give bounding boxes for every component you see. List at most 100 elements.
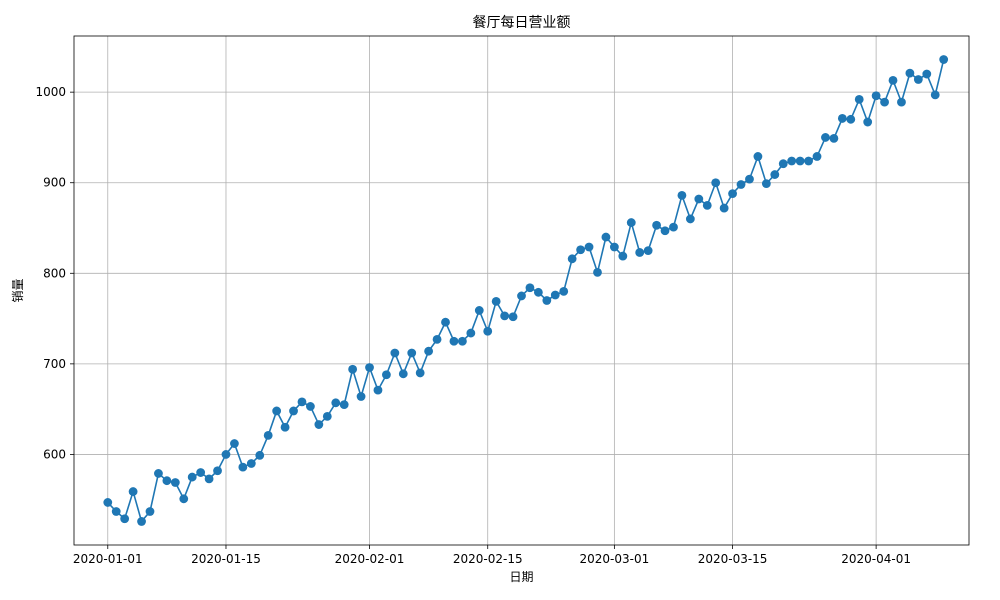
data-point [863,117,873,127]
data-point [804,156,813,166]
data-point [542,296,552,305]
data-point [609,242,619,252]
data-point [795,156,805,166]
data-point [145,507,155,516]
data-point [930,90,940,100]
data-point [474,306,484,315]
data-point [356,392,366,401]
y-tick-label: 1000 [35,85,66,99]
axis-ticks: 2020-01-01 2020-01-15 2020-02-01 2020-02-15… [35,85,911,566]
data-point [466,328,476,338]
data-point [204,474,214,484]
data-point [398,369,408,379]
data-point [778,159,788,169]
data-point [829,133,839,143]
data-point [652,220,661,230]
x-tick-label: 2020-03-15 [698,552,768,566]
x-axis-label: 日期 [509,570,533,584]
data-point [939,55,949,64]
x-tick-label: 2020-04-01 [841,552,911,566]
data-point [238,462,248,472]
data-point [905,68,915,78]
data-point [626,218,636,227]
data-point [871,91,881,101]
data-point [770,170,780,179]
data-point [846,114,856,124]
data-point [390,348,400,358]
data-point [821,133,830,142]
data-point [179,494,189,504]
data-point [812,152,822,161]
data-point [322,411,332,421]
data-point [913,75,923,84]
data-point [745,174,754,184]
data-point [457,336,467,346]
data-point [280,422,290,432]
data-point [576,245,586,255]
x-tick-label: 2020-01-01 [73,552,143,566]
y-tick-label: 900 [43,176,66,190]
data-point [103,498,113,507]
data-point [306,402,315,411]
data-point [685,214,695,224]
data-point [888,75,898,85]
data-point [669,222,678,232]
data-point [128,487,138,496]
data-point [584,242,594,252]
data-point [897,97,906,107]
data-point [339,400,349,410]
data-point [424,346,434,356]
data-point [272,406,282,416]
data-point [567,254,577,264]
data-point [618,251,628,261]
y-tick-label: 600 [43,447,66,461]
data-point [449,336,459,346]
data-point [787,156,797,166]
y-axis-label: 销量 [11,278,25,302]
data-point [137,517,146,526]
data-point [500,311,510,321]
data-point [880,97,889,107]
data-point [263,431,273,440]
data-point [365,363,374,372]
data-point [255,450,265,460]
data-point [660,226,670,236]
data-point [719,203,729,213]
data-point [289,406,298,416]
data-point [120,514,130,524]
data-point [483,326,493,336]
data-point [728,189,737,198]
data-point [702,200,712,210]
data-point [213,466,222,476]
data-point [761,179,771,189]
data-point [601,232,611,242]
x-tick-label: 2020-03-01 [580,552,650,566]
data-point [517,291,526,301]
data-point [533,287,543,297]
grid-lines [74,36,969,545]
data-point [593,267,602,277]
data-point [221,450,231,459]
data-point [154,469,163,478]
data-point [187,472,197,482]
data-point [230,439,239,448]
data-point [922,69,932,79]
data-point [837,114,847,123]
x-tick-label: 2020-01-15 [191,552,261,566]
data-point [162,476,172,486]
data-point [736,180,746,189]
data-point [677,191,687,200]
data-point [196,468,206,477]
series-line [107,59,945,524]
data-point [331,398,341,408]
data-point [348,364,358,374]
y-tick-label: 800 [43,266,66,280]
data-point [559,287,569,296]
data-point [415,368,425,378]
data-point [635,248,645,257]
data-point [508,312,518,322]
data-point [314,420,324,429]
data-point [170,478,180,487]
plot-frame [73,35,970,546]
